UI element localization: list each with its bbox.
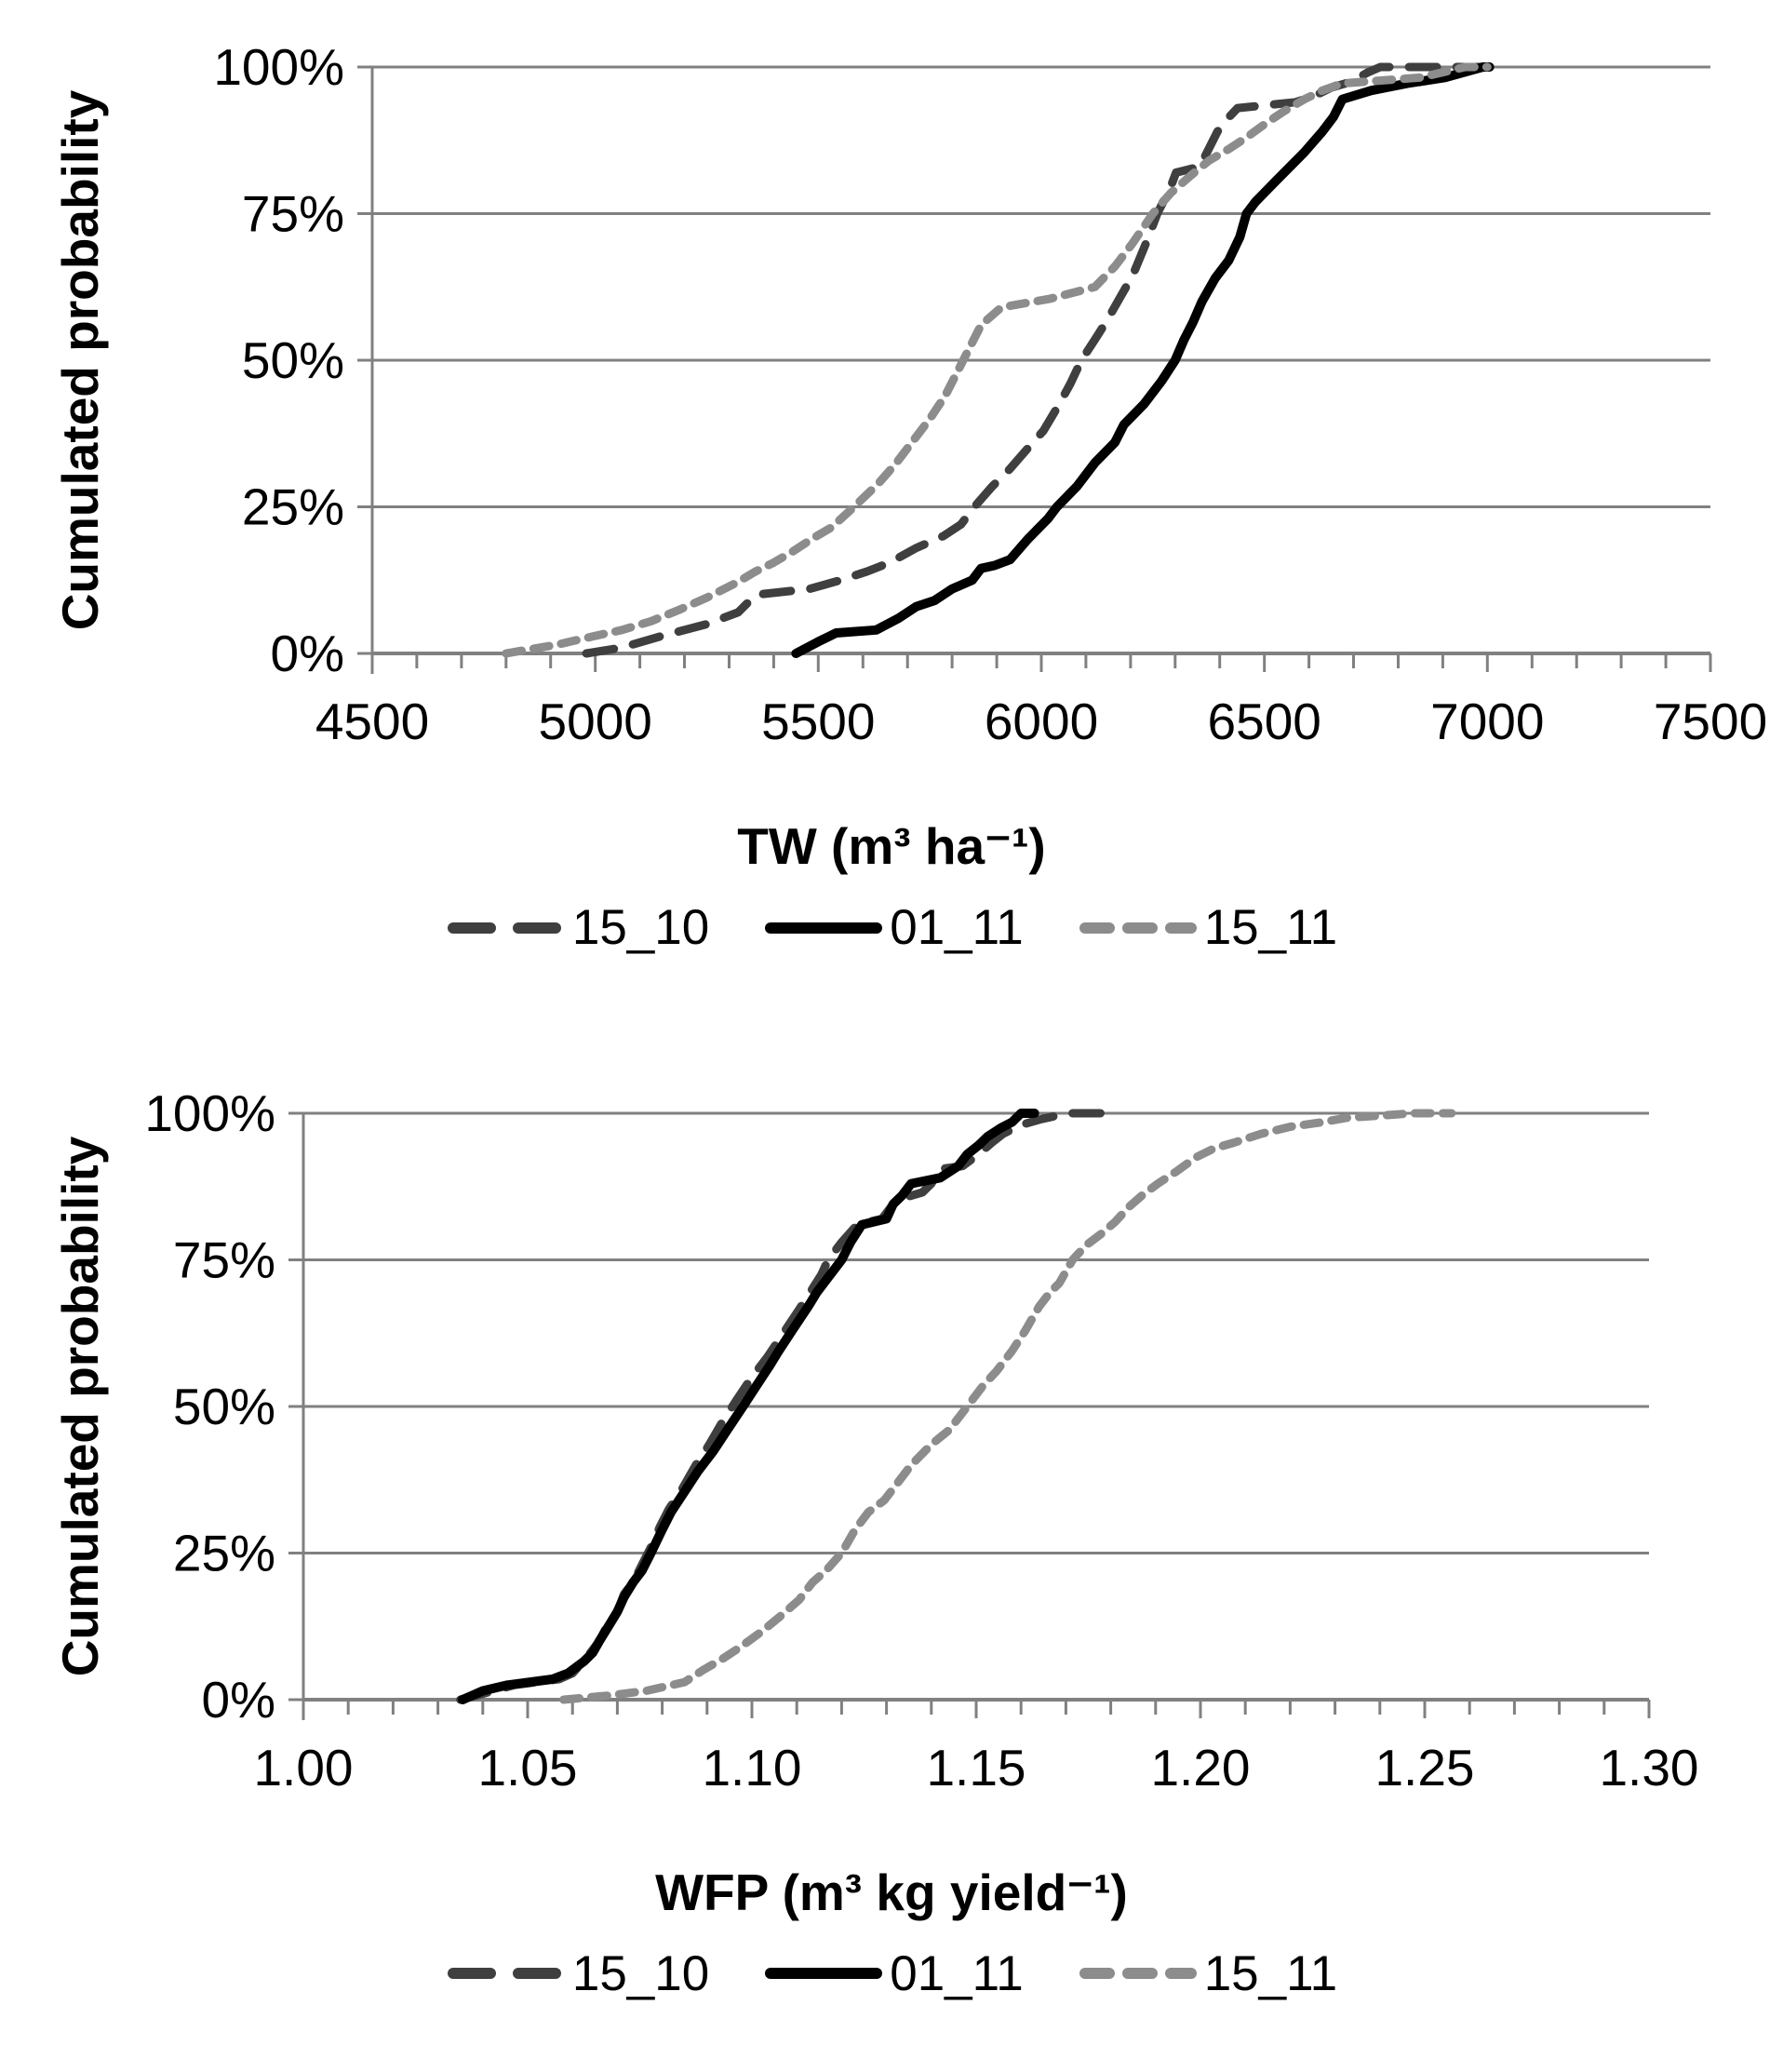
- x-tick-label: 5000: [539, 693, 652, 750]
- x-tick-label: 1.00: [253, 1739, 353, 1796]
- series-15_11: [559, 1109, 1456, 1703]
- figure-page: 0% 25% 50% 75% 100% 4500 5000 5500 6000 6500 7000 7…: [0, 0, 1783, 2007]
- legend-item-01_11: 01_11: [763, 1945, 1024, 2002]
- wfp-plot-area: 0% 25% 50% 75% 100% 1.00 1.05 1.10 1.15 1.20 1.25 1…: [51, 1084, 1699, 1796]
- y-tick-label: 25%: [242, 478, 344, 536]
- wfp-cdf-chart: 0% 25% 50% 75% 100% 1.00 1.05 1.10 1.15 1.20 1.25 1…: [0, 1046, 1783, 2007]
- legend-label-01_11: 01_11: [890, 1945, 1024, 2001]
- tw-cdf-chart: 0% 25% 50% 75% 100% 4500 5000 5500 6000 6500 7000 7…: [0, 0, 1783, 961]
- legend-label-15_10: 15_10: [571, 1945, 710, 2001]
- y-tick-label: 25%: [173, 1524, 275, 1581]
- y-axis-title: Cumulated probability: [51, 1136, 109, 1676]
- x-tick-label: 7000: [1430, 693, 1544, 750]
- y-axis-title: Cumulated probability: [51, 89, 109, 630]
- wfp-legend: 15_10 01_11 15_11: [0, 1941, 1783, 2006]
- legend-item-15_10: 15_10: [446, 1945, 709, 2002]
- x-tick-label: 1.30: [1599, 1739, 1698, 1796]
- legend-item-15_11: 15_11: [1078, 1945, 1337, 2002]
- wfp-x-axis-title: WFP (m³ kg yield⁻¹): [655, 1863, 1128, 1921]
- legend-item-15_11: 15_11: [1078, 899, 1337, 956]
- y-tick-label: 100%: [144, 1084, 275, 1142]
- legend-line-sample-15_11: [1079, 1968, 1197, 1979]
- x-tick-label: 7500: [1654, 693, 1767, 750]
- series-01_11: [791, 62, 1495, 658]
- legend-item-01_11: 01_11: [763, 899, 1024, 956]
- y-tick-label: 50%: [173, 1378, 275, 1435]
- legend-line-sample-15_11: [1079, 922, 1197, 934]
- y-tick-label: 50%: [242, 331, 344, 389]
- legend-item-15_10: 15_10: [446, 899, 709, 956]
- series-01_11: [458, 1108, 1039, 1704]
- series-15_10: [582, 62, 1487, 658]
- x-tick-label: 5500: [761, 693, 875, 750]
- series-15_11: [502, 62, 1492, 658]
- x-tick-label: 4500: [315, 693, 429, 750]
- x-tick-label: 1.05: [477, 1739, 577, 1796]
- y-tick-label: 75%: [242, 185, 344, 243]
- legend-line-sample-15_10: [447, 922, 565, 934]
- y-tick-label: 75%: [173, 1231, 275, 1288]
- x-tick-label: 6000: [985, 693, 1098, 750]
- legend-line-sample-01_11: [765, 1968, 883, 1979]
- tw-plot-area: 0% 25% 50% 75% 100% 4500 5000 5500 6000 6500 7000 7…: [51, 38, 1767, 750]
- y-tick-label: 0%: [271, 625, 345, 682]
- legend-line-sample-15_10: [447, 1968, 565, 1979]
- legend-label-15_11: 15_11: [1203, 900, 1338, 955]
- tw-x-axis-title: TW (m³ ha⁻¹): [737, 817, 1046, 875]
- y-tick-label: 0%: [202, 1671, 276, 1729]
- legend-line-sample-01_11: [765, 922, 883, 934]
- x-tick-label: 1.10: [702, 1739, 801, 1796]
- x-tick-label: 1.25: [1374, 1739, 1474, 1796]
- y-tick-label: 100%: [213, 38, 344, 96]
- x-tick-label: 1.15: [926, 1739, 1026, 1796]
- x-tick-label: 1.20: [1150, 1739, 1250, 1796]
- x-tick-label: 6500: [1208, 693, 1321, 750]
- tw-legend: 15_10 01_11 15_11: [0, 895, 1783, 961]
- legend-label-01_11: 01_11: [890, 900, 1024, 955]
- legend-label-15_10: 15_10: [571, 900, 710, 955]
- legend-label-15_11: 15_11: [1203, 1945, 1338, 2001]
